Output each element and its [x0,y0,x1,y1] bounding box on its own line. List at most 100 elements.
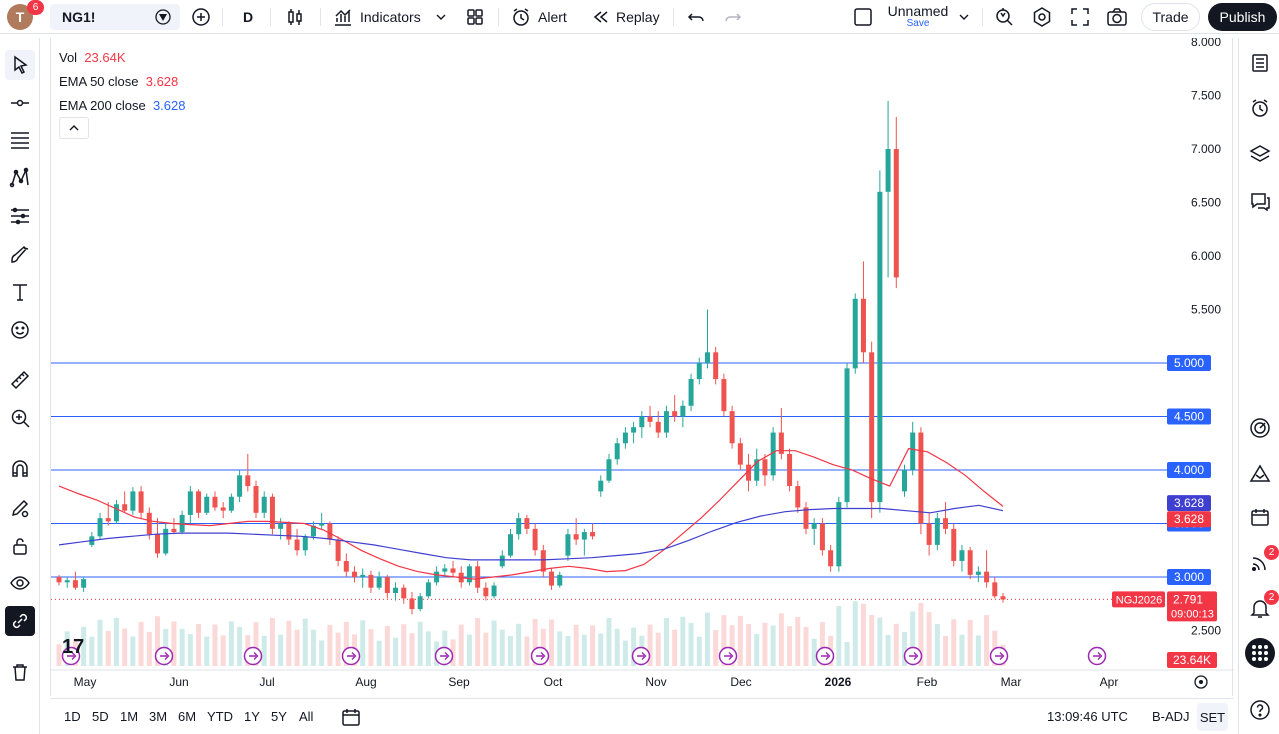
compare-symbol-button[interactable] [189,3,213,31]
cursor-tool[interactable] [5,50,35,80]
signals-button[interactable]: 2 [1245,545,1279,578]
volume-bar [138,621,144,666]
range-button-ytd[interactable]: YTD [207,709,233,724]
session-button[interactable]: SET [1197,703,1228,731]
volume-bar [549,619,555,666]
alerts-button[interactable] [1245,93,1275,123]
watchlist-button[interactable] [1245,48,1275,78]
event-marker-icon[interactable] [989,646,1009,666]
alert-button[interactable]: Alert [510,3,574,31]
legend-ema50[interactable]: EMA 50 close 3.628 [59,70,186,94]
price-axis[interactable]: 8.000 7.500 7.000 6.500 6.000 5.500 2.500 5.000… [1112,38,1221,668]
hide-drawings-tool[interactable] [5,568,35,598]
object-tree-button[interactable] [1245,139,1275,169]
range-button-5y[interactable]: 5Y [271,709,287,724]
snapshot-button[interactable] [1105,3,1129,31]
notifications-button[interactable]: 2 [1245,590,1279,623]
calendar-range-icon[interactable] [340,706,362,728]
event-marker-arrow [724,652,734,660]
symbol-search[interactable]: NG1! [50,4,180,30]
time-axis[interactable]: May Jun Jul Aug Sep Oct Nov Dec 2026 Feb Mar Apr [51,669,1234,689]
text-tool[interactable] [5,277,35,307]
interval-button[interactable]: D [242,9,254,25]
legend-ema200[interactable]: EMA 200 close 3.628 [59,94,186,118]
time-tick-label: Apr [1100,675,1119,689]
chart-type-button[interactable] [283,3,307,31]
layout-name-button[interactable]: Unnamed Save [886,3,950,29]
chat-button[interactable] [1245,186,1275,216]
volume-bar [688,623,694,666]
event-marker-icon[interactable] [718,646,738,666]
fib-tool[interactable] [5,125,35,155]
volume-bar [228,621,234,666]
layout-menu-button[interactable] [956,3,972,31]
legend-volume[interactable]: Vol 23.64K [59,46,186,70]
event-marker-icon[interactable] [243,646,263,666]
volume-bar [393,637,399,666]
range-button-5d[interactable]: 5D [92,709,109,724]
quick-search-button[interactable] [992,3,1016,31]
event-marker-icon[interactable] [61,646,81,666]
event-marker-icon[interactable] [434,646,454,666]
measure-tool[interactable] [5,365,35,395]
screener-button[interactable] [1245,413,1275,443]
adjustment-toggle[interactable]: B-ADJ [1152,709,1190,724]
event-marker-icon[interactable] [341,646,361,666]
replay-button[interactable]: Replay [590,3,662,31]
volume-bar [746,624,752,666]
settings-button[interactable] [1030,3,1054,31]
range-button-3m[interactable]: 3M [149,709,168,724]
brush-tool[interactable] [5,239,35,269]
range-button-1m[interactable]: 1M [120,709,139,724]
volume-bar [951,619,957,666]
axis-settings-icon[interactable] [1194,675,1208,689]
layouts-button[interactable] [463,3,487,31]
event-marker-icon[interactable] [154,646,174,666]
apps-button[interactable] [1245,638,1275,668]
multi-layout-checkbox[interactable] [852,3,874,31]
event-marker-icon[interactable] [530,646,550,666]
remove-drawings-tool[interactable] [5,657,35,687]
trade-button[interactable]: Trade [1141,3,1200,31]
publish-button[interactable]: Publish [1208,3,1277,31]
mountain-icon [1249,464,1271,482]
event-marker-icon[interactable] [903,646,923,666]
magnet-tool[interactable] [5,454,35,484]
help-button[interactable] [1245,695,1275,725]
chart-pane[interactable]: 8.000 7.500 7.000 6.500 6.000 5.500 2.500 5.000… [50,38,1234,696]
ideas-button[interactable] [1245,458,1275,488]
prediction-tool[interactable] [5,201,35,231]
clock-timezone[interactable]: 13:09:46 UTC [1047,709,1128,724]
redo-button[interactable] [722,3,744,31]
event-marker-icon[interactable] [815,646,835,666]
volume-bar [819,622,825,666]
indicators-button[interactable]: Indicators [332,3,452,31]
legend-collapse-button[interactable] [59,117,89,139]
range-button-1y[interactable]: 1Y [244,709,260,724]
emoji-tool[interactable] [5,315,35,345]
sync-drawings-tool[interactable] [5,606,35,636]
symbol-flag-icon[interactable] [154,8,172,26]
pattern-tool[interactable] [5,163,35,193]
event-markers[interactable]: 17 [61,636,1107,666]
axis-settings-icon-ring [1194,675,1208,689]
lock-drawings-tool[interactable] [5,531,35,561]
trend-line-tool[interactable] [5,88,35,118]
volume-bar [278,634,284,666]
candle-body [729,411,735,444]
zoom-tool[interactable] [5,403,35,433]
event-marker-icon[interactable] [1087,646,1107,666]
chevron-down-icon [436,14,446,20]
volume-bar [105,630,111,666]
calendar-button[interactable] [1245,502,1275,532]
event-marker-icon[interactable] [631,646,651,666]
price-chart[interactable]: 8.000 7.500 7.000 6.500 6.000 5.500 2.500 5.000… [51,38,1234,696]
range-button-1d[interactable]: 1D [64,709,81,724]
range-button-6m[interactable]: 6M [178,709,197,724]
fullscreen-button[interactable] [1068,3,1092,31]
layout-save-link[interactable]: Save [906,18,930,29]
range-button-all[interactable]: All [299,709,314,724]
stay-drawing-tool[interactable] [5,493,35,523]
rewind-icon [593,11,608,23]
undo-button[interactable] [685,3,707,31]
